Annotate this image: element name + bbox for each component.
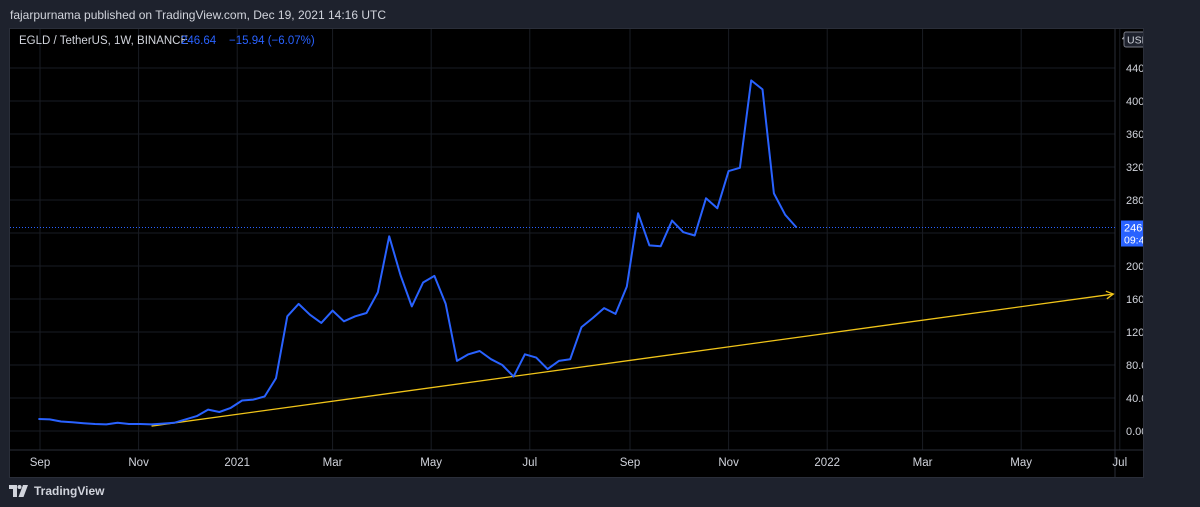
price-tick-label: 0.00 (1126, 426, 1143, 438)
time-tick-label: Sep (620, 457, 640, 469)
price-series (38, 79, 798, 426)
last-price-tag: 246.64 09:43:40 (1121, 220, 1165, 247)
price-tick-label: 80.00 (1126, 360, 1143, 372)
time-tick-label: Jul (1112, 457, 1127, 469)
time-tick-label: Mar (323, 457, 343, 469)
last-price-value: 246.64 (181, 35, 217, 47)
tradingview-logo-icon (9, 485, 28, 497)
axis-lines (10, 29, 1143, 477)
time-tick-label: Sep (30, 457, 50, 469)
price-tick-label: 40.00 (1126, 393, 1143, 405)
time-tick-label: May (420, 457, 442, 469)
price-chart[interactable]: 0.0040.0080.00120.00160.00200.00240.0028… (10, 29, 1165, 477)
publication-header: fajarpurnama published on TradingView.co… (10, 6, 386, 24)
price-axis[interactable]: 0.0040.0080.00120.00160.00200.00240.0028… (1126, 63, 1160, 438)
trendline-arrowhead (1105, 290, 1115, 300)
time-axis[interactable]: Sep Nov 2021 Mar May Jul Sep Nov 2022 Mar May Jul (30, 457, 1127, 469)
published-text: fajarpurnama published on TradingView.co… (10, 8, 387, 22)
time-tick-label: Nov (718, 457, 739, 469)
price-tick-label: 400.00 (1126, 96, 1143, 108)
grid (10, 29, 1121, 450)
price-tick-label: 440.00 (1126, 63, 1143, 75)
trendline[interactable] (151, 290, 1115, 427)
symbol-title[interactable]: EGLD / TetherUS, 1W, BINANCE (19, 35, 188, 47)
price-tick-label: 360.00 (1126, 129, 1143, 141)
price-tick-label: 280.00 (1126, 195, 1143, 207)
time-tick-label: 2022 (814, 457, 840, 469)
price-tick-label: 120.00 (1126, 327, 1143, 339)
time-tick-label: May (1010, 457, 1032, 469)
time-tick-label: Nov (128, 457, 149, 469)
price-tick-label: 160.00 (1126, 294, 1143, 306)
price-tick-label: 200.00 (1126, 261, 1143, 273)
currency-badge[interactable]: USDT (1127, 35, 1156, 47)
price-tag-countdown: 09:43:40 (1124, 235, 1143, 247)
time-tick-label: 2021 (224, 457, 250, 469)
time-tick-label: Mar (913, 457, 933, 469)
price-tick-label: 320.00 (1126, 162, 1143, 174)
brand-name: TradingView (34, 484, 105, 498)
chart-panel[interactable]: 0.0040.0080.00120.00160.00200.00240.0028… (9, 28, 1165, 478)
trendline-segment (151, 293, 1114, 427)
series-line (38, 79, 798, 426)
footer: TradingView (9, 483, 104, 499)
time-tick-label: Jul (522, 457, 537, 469)
price-tag-price: 246.64 (1124, 223, 1143, 235)
price-change: −15.94 (−6.07%) (229, 35, 315, 47)
